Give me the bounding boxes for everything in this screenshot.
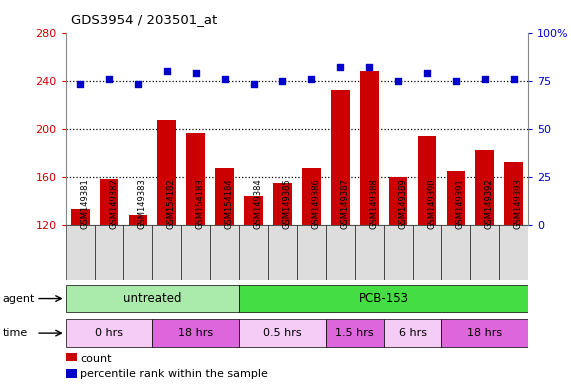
FancyBboxPatch shape [152, 225, 182, 280]
FancyBboxPatch shape [95, 225, 123, 280]
Point [451, 78, 460, 84]
Bar [244, 196, 263, 225]
FancyBboxPatch shape [268, 225, 297, 280]
Text: GSM154183: GSM154183 [196, 178, 205, 229]
FancyBboxPatch shape [297, 225, 326, 280]
Point [249, 81, 258, 88]
Text: GSM149391: GSM149391 [456, 179, 465, 229]
Text: GSM149386: GSM149386 [311, 178, 320, 229]
Text: GSM149387: GSM149387 [340, 178, 349, 229]
FancyBboxPatch shape [66, 225, 95, 280]
Text: GSM154184: GSM154184 [224, 179, 234, 229]
Bar [389, 177, 408, 225]
Point [336, 64, 345, 70]
Bar [504, 162, 523, 225]
Point [365, 64, 374, 70]
Point [480, 76, 489, 82]
Point [220, 76, 229, 82]
Text: GDS3954 / 203501_at: GDS3954 / 203501_at [71, 13, 218, 26]
Bar [71, 209, 90, 225]
FancyBboxPatch shape [326, 319, 384, 347]
Text: 1.5 hrs: 1.5 hrs [335, 328, 374, 338]
Bar [215, 168, 234, 225]
FancyBboxPatch shape [326, 225, 355, 280]
Text: GSM149385: GSM149385 [283, 178, 291, 229]
FancyBboxPatch shape [471, 225, 499, 280]
Text: untreated: untreated [123, 292, 182, 305]
Text: agent: agent [3, 293, 35, 304]
FancyBboxPatch shape [499, 225, 528, 280]
FancyBboxPatch shape [182, 225, 210, 280]
FancyBboxPatch shape [66, 319, 152, 347]
Bar [128, 215, 147, 225]
FancyBboxPatch shape [152, 319, 239, 347]
Text: percentile rank within the sample: percentile rank within the sample [80, 369, 268, 379]
Bar [331, 90, 349, 225]
Point [162, 68, 171, 74]
Text: 18 hrs: 18 hrs [467, 328, 502, 338]
FancyBboxPatch shape [384, 225, 413, 280]
FancyBboxPatch shape [123, 225, 152, 280]
Text: GSM149383: GSM149383 [138, 178, 147, 229]
Bar [273, 183, 292, 225]
Text: GSM149388: GSM149388 [369, 178, 378, 229]
FancyBboxPatch shape [384, 319, 441, 347]
Text: 0.5 hrs: 0.5 hrs [263, 328, 302, 338]
FancyBboxPatch shape [239, 319, 326, 347]
Text: count: count [80, 354, 111, 364]
Point [423, 70, 432, 76]
Text: GSM149392: GSM149392 [485, 179, 494, 229]
Text: PCB-153: PCB-153 [359, 292, 409, 305]
Point [307, 76, 316, 82]
Text: 18 hrs: 18 hrs [178, 328, 214, 338]
Bar [158, 120, 176, 225]
Bar [186, 134, 205, 225]
Text: 0 hrs: 0 hrs [95, 328, 123, 338]
FancyBboxPatch shape [210, 225, 239, 280]
Point [104, 76, 114, 82]
Point [393, 78, 403, 84]
FancyBboxPatch shape [239, 285, 528, 313]
FancyBboxPatch shape [355, 225, 384, 280]
Text: GSM149390: GSM149390 [427, 179, 436, 229]
FancyBboxPatch shape [413, 225, 441, 280]
Text: 6 hrs: 6 hrs [399, 328, 427, 338]
Point [75, 81, 85, 88]
Bar [99, 179, 118, 225]
Bar [476, 150, 494, 225]
FancyBboxPatch shape [441, 319, 528, 347]
Point [191, 70, 200, 76]
Point [509, 76, 518, 82]
FancyBboxPatch shape [66, 285, 239, 313]
Point [134, 81, 143, 88]
Text: GSM149389: GSM149389 [398, 178, 407, 229]
Bar [360, 71, 379, 225]
Bar [66, 369, 77, 378]
Point [278, 78, 287, 84]
Text: GSM149393: GSM149393 [514, 178, 522, 229]
Bar [302, 168, 321, 225]
Text: GSM154182: GSM154182 [167, 179, 176, 229]
FancyBboxPatch shape [441, 225, 471, 280]
Bar [417, 136, 436, 225]
FancyBboxPatch shape [239, 225, 268, 280]
Text: GSM149382: GSM149382 [109, 178, 118, 229]
Bar [447, 170, 465, 225]
Text: time: time [3, 328, 28, 338]
Bar [66, 353, 77, 361]
Text: GSM149384: GSM149384 [254, 178, 263, 229]
Text: GSM149381: GSM149381 [80, 178, 89, 229]
